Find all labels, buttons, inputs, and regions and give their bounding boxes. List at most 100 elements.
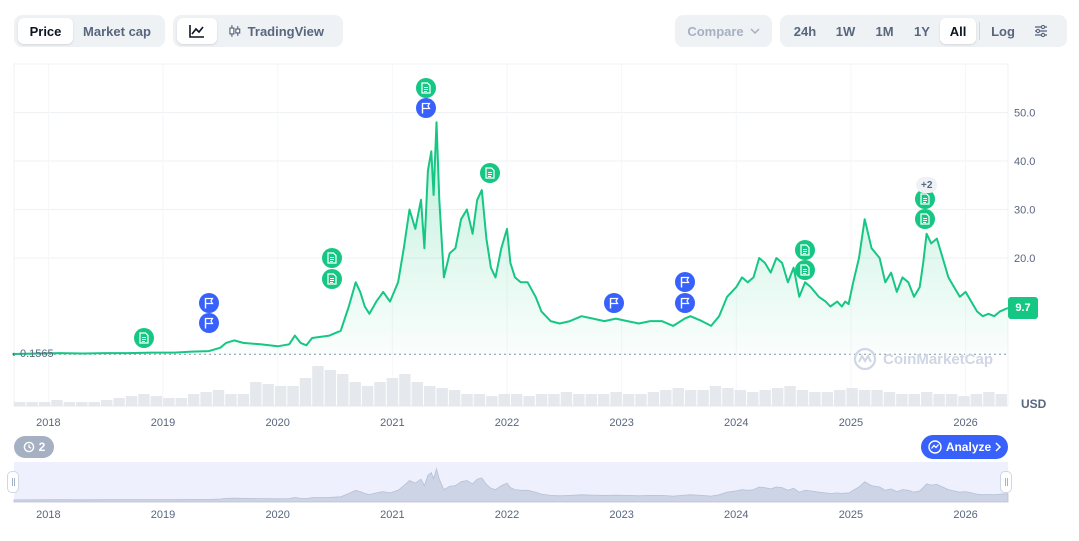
volume-bar [647,392,660,406]
volume-bar [361,386,374,406]
news-event-marker[interactable] [915,209,936,230]
flag-event-marker[interactable] [603,292,624,313]
log-scale-toggle[interactable]: Log [991,23,1015,39]
navigator-tick-label: 2018 [36,509,60,521]
range-1y[interactable]: 1Y [914,23,930,39]
volume-bar [834,390,846,406]
flag-icon [204,297,214,309]
time-range-switch: 24h 1W 1M 1Y All Log [780,15,1067,47]
news-event-marker[interactable] [915,188,936,209]
navigator-tick-label: 2019 [151,509,175,521]
chevron-down-icon [750,28,760,34]
document-icon [920,213,931,225]
x-tick-label: 2022 [495,417,519,429]
tradingview-button[interactable]: TradingView [217,18,335,44]
flag-event-marker[interactable] [198,313,219,334]
navigator-tick-label: 2023 [609,509,633,521]
flag-event-marker[interactable] [674,272,695,293]
volume-bar [995,394,1007,406]
volume-bar [163,398,175,406]
volume-bar [349,382,361,406]
range-all[interactable]: All [940,18,976,44]
flag-event-marker[interactable] [415,97,436,118]
volume-bar [411,382,424,406]
volume-bar [697,390,709,406]
navigator-left-handle[interactable] [7,471,19,493]
line-chart-button[interactable] [177,18,217,44]
range-1w[interactable]: 1W [835,23,856,39]
range-1m[interactable]: 1M [875,23,894,39]
volume-bar [759,390,771,406]
volume-bar [337,374,349,406]
volume-bar [635,394,647,406]
history-button[interactable]: 2 [14,436,54,458]
document-icon [326,273,337,285]
x-tick-label: 2018 [36,417,60,429]
news-event-marker[interactable] [795,239,816,260]
volume-bar [747,392,759,406]
flag-icon [680,277,690,288]
flag-event-marker[interactable] [674,292,695,313]
flag-icon [421,102,431,114]
range-24h[interactable]: 24h [793,23,817,39]
news-event-marker[interactable] [479,163,500,184]
news-event-marker[interactable] [321,268,342,289]
navigator-tick-label: 2022 [495,509,519,521]
compare-label: Compare [687,23,744,39]
news-event-marker[interactable] [795,259,816,280]
y-tick-label: 40.0 [1014,156,1035,168]
navigator-tick-label: 2020 [265,509,289,521]
volume-bar [63,402,76,406]
volume-bar [51,400,63,406]
volume-bar [138,394,150,406]
volume-bar [511,394,523,406]
volume-bar [100,400,113,406]
x-tick-label: 2025 [839,417,863,429]
volume-bar [684,390,697,406]
tab-price[interactable]: Price [18,18,73,44]
volume-bar [262,384,274,406]
flag-icon [609,297,619,309]
price-line [13,121,1009,355]
news-event-marker[interactable] [133,327,154,348]
candlestick-icon [229,25,241,37]
volume-bar [958,396,970,406]
chevron-right-icon [995,442,1002,452]
volume-bar [597,394,610,406]
flag-event-marker[interactable] [198,293,219,314]
volume-bar [287,386,299,406]
x-tick-label: 2020 [265,417,289,429]
volume-bar [175,398,187,406]
volume-bar [896,394,908,406]
volume-bar [88,402,100,406]
tab-market-cap[interactable]: Market cap [83,23,151,39]
volume-bar [212,390,225,406]
volume-bar [709,386,722,406]
analyze-button[interactable]: Analyze [921,435,1008,459]
chart-type-switch: Price Market cap [14,15,165,47]
navigator-right-handle[interactable] [1000,471,1012,493]
compare-dropdown[interactable]: Compare [675,15,772,47]
more-events-badge[interactable]: +2 [916,177,938,193]
volume-bar [200,392,212,406]
volume-bar [771,388,784,406]
volume-bar [983,392,995,406]
volume-bar [560,392,573,406]
price-area [14,122,1008,355]
chart-settings-button[interactable] [1023,18,1059,44]
volume-bar [672,388,684,406]
volume-bar [945,394,958,406]
volume-bar [14,402,26,406]
news-event-marker[interactable] [415,78,436,99]
navigator-tick-label: 2021 [380,509,404,521]
document-icon [800,264,810,276]
document-icon [485,167,495,179]
volume-bar [448,390,461,406]
volume-bar [908,394,921,406]
tradingview-label: TradingView [247,23,324,39]
volume-bar [858,390,871,406]
x-tick-label: 2021 [380,417,404,429]
volume-bar [573,394,585,406]
news-event-marker[interactable] [321,248,342,268]
